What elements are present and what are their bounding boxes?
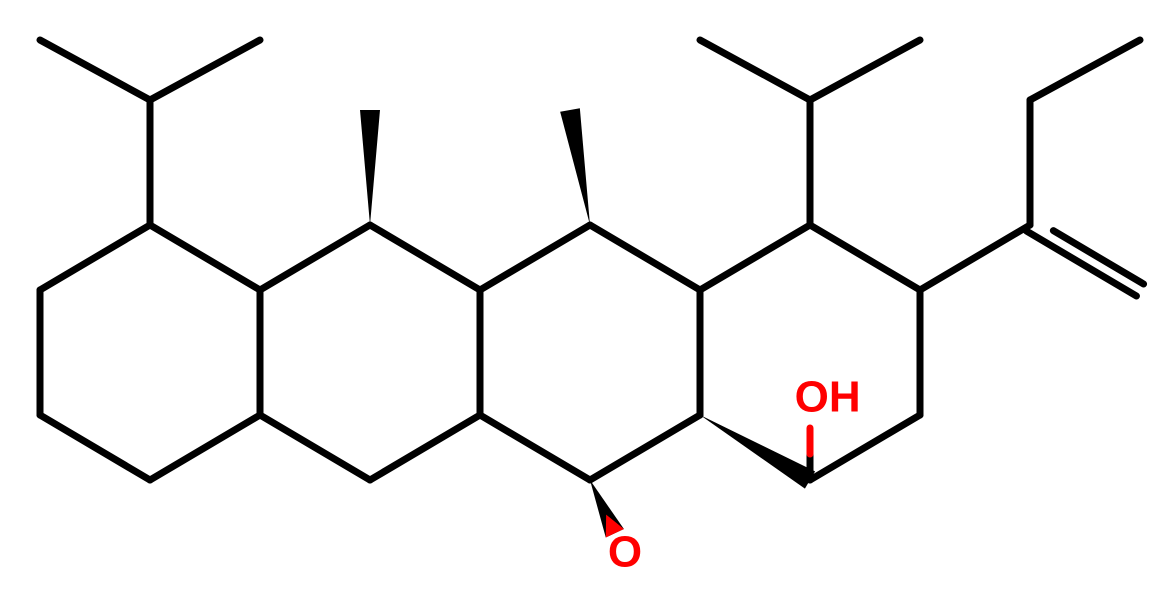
molecule-diagram: O OH: [0, 0, 1168, 593]
atom-label-O18: O: [608, 528, 642, 577]
atom-label-O20: OH: [795, 373, 861, 422]
